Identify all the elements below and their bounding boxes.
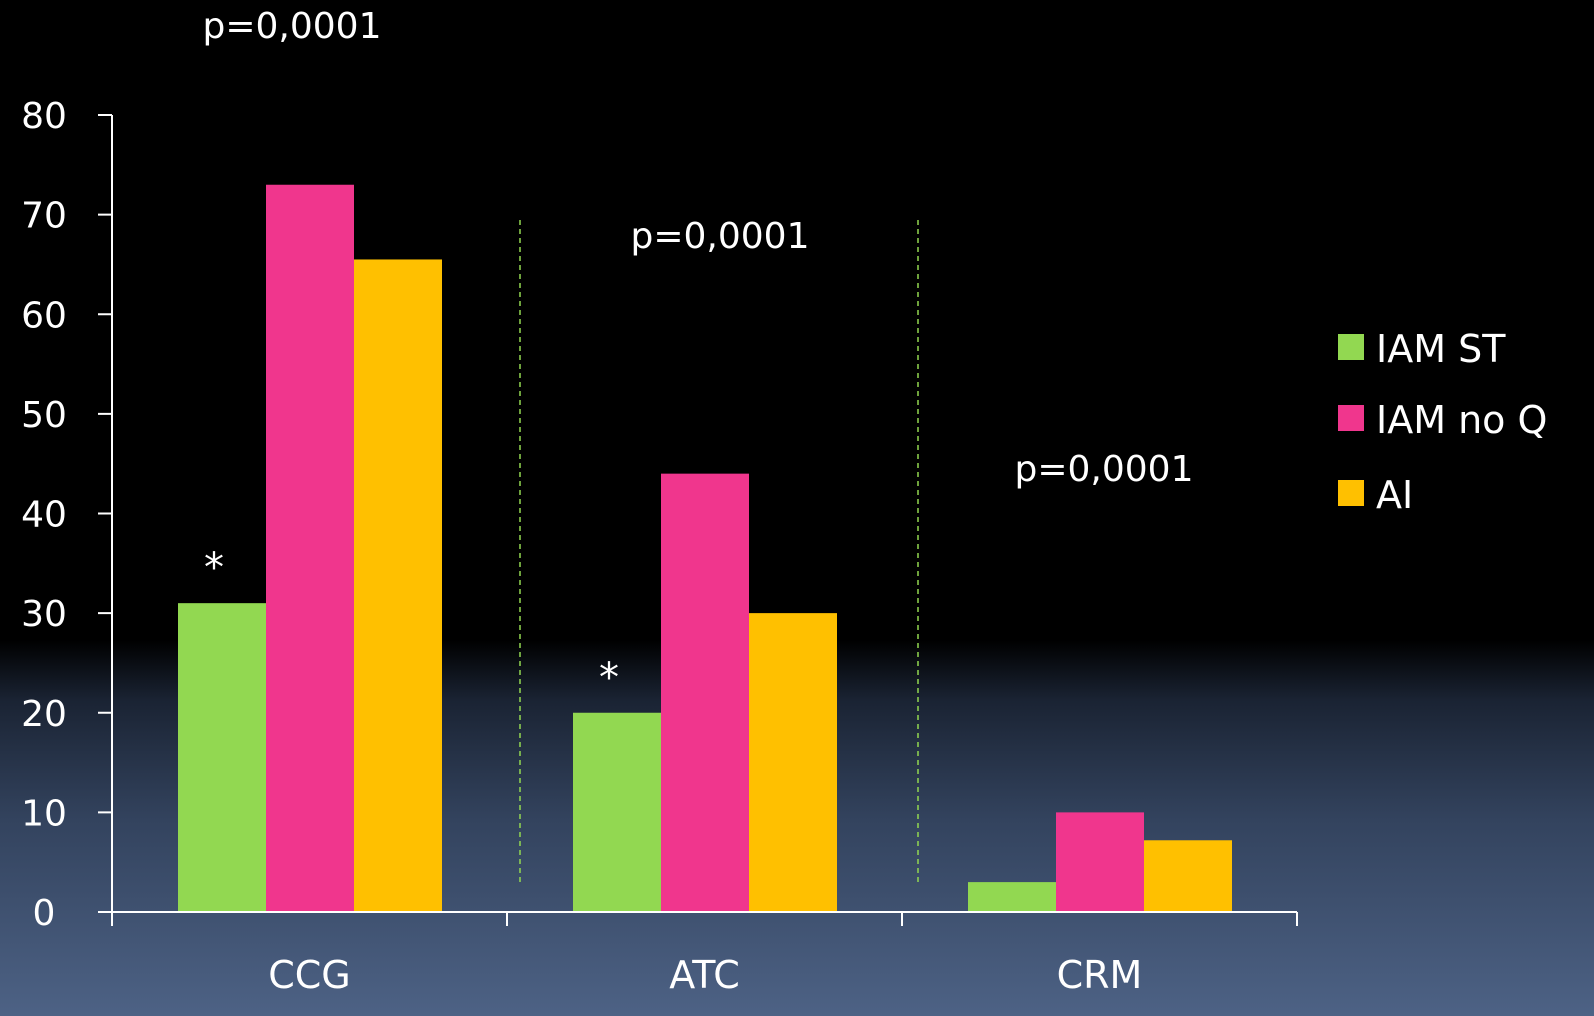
bar-ccg-ai <box>354 259 442 912</box>
y-tick-label: 60 <box>21 295 67 336</box>
legend-swatch-iam-no-q <box>1338 405 1364 431</box>
bar-crm-iam-st <box>968 882 1056 912</box>
bar-crm-ai <box>1144 840 1232 912</box>
y-tick-label: 50 <box>21 395 67 436</box>
p-value-annotation-1: p=0,0001 <box>203 6 382 47</box>
significance-asterisk-2: * <box>599 655 619 701</box>
p-value-annotation-2: p=0,0001 <box>631 216 810 257</box>
y-tick-label: 10 <box>21 793 67 834</box>
bar-atc-iam-st <box>573 712 661 912</box>
y-tick-label: 30 <box>21 594 67 635</box>
y-tick-label: 20 <box>21 694 67 735</box>
legend-label-iam-no-q: IAM no Q <box>1376 398 1547 442</box>
y-tick-label: 80 <box>21 96 67 137</box>
bar-crm-iam-no-q <box>1056 812 1144 912</box>
legend-swatch-ai <box>1338 480 1364 506</box>
y-tick-label: 0 <box>33 893 56 934</box>
y-tick-label: 40 <box>21 495 67 536</box>
x-tick-label-atc: ATC <box>669 953 740 997</box>
bar-atc-iam-no-q <box>661 473 749 912</box>
legend-label-iam-st: IAM ST <box>1376 327 1506 371</box>
significance-asterisk-1: * <box>204 545 224 591</box>
p-value-annotation-3: p=0,0001 <box>1015 449 1194 490</box>
x-tick-label-ccg: CCG <box>268 953 351 997</box>
legend-swatch-iam-st <box>1338 334 1364 360</box>
legend-label-ai: AI <box>1376 473 1413 517</box>
bar-ccg-iam-no-q <box>266 184 354 913</box>
bar-atc-ai <box>749 613 837 912</box>
x-tick-label-crm: CRM <box>1057 953 1143 997</box>
bar-ccg-iam-st <box>178 603 266 912</box>
y-tick-label: 70 <box>21 196 67 237</box>
